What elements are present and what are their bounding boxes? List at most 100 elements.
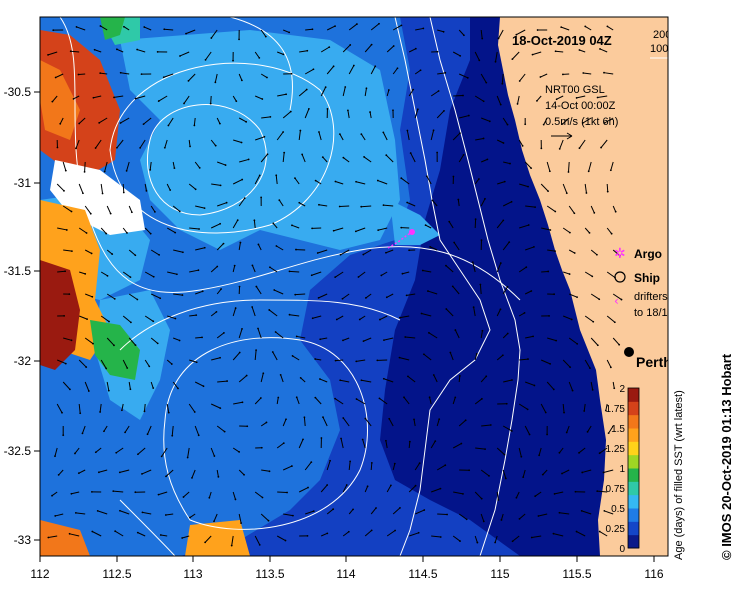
- current-vector-tip: [540, 147, 543, 150]
- current-vector-tip: [243, 197, 246, 200]
- colorbar-tick-label: 0.5: [611, 504, 625, 515]
- current-vector: [612, 337, 620, 346]
- current-vector: [217, 202, 227, 207]
- current-vector-tip: [471, 261, 474, 264]
- current-vector: [336, 315, 344, 320]
- current-vector: [275, 331, 284, 339]
- red-patch-w: [40, 260, 80, 370]
- current-vector-tip: [445, 264, 447, 267]
- current-vector-tip: [518, 518, 521, 520]
- current-vector: [191, 469, 196, 479]
- current-vector: [150, 293, 161, 299]
- current-vector-tip: [561, 73, 564, 76]
- current-vector: [379, 315, 388, 321]
- current-vector: [534, 491, 542, 497]
- drifter-track: [387, 231, 413, 249]
- current-vector: [100, 359, 107, 369]
- current-vector-tip: [283, 151, 286, 154]
- current-vector: [502, 286, 508, 295]
- current-vector: [179, 51, 190, 57]
- current-vector-tip: [355, 398, 358, 400]
- current-vector-tip: [116, 146, 118, 149]
- current-vector-tip: [258, 56, 261, 59]
- current-vector: [430, 440, 436, 449]
- current-vector-tip: [607, 432, 610, 434]
- current-vector: [165, 513, 174, 516]
- current-vector-tip: [105, 367, 108, 370]
- current-vector: [584, 271, 593, 277]
- current-vector-tip: [422, 27, 425, 30]
- current-vector: [600, 139, 608, 148]
- current-vector-tip: [119, 509, 121, 512]
- current-vector-tip: [302, 438, 304, 441]
- current-vector: [453, 242, 460, 251]
- current-vector: [144, 359, 150, 367]
- current-vector-tip: [51, 494, 53, 497]
- map-plot-area[interactable]: Perth 18-Oct-2019 04Z 200m 1000m NRT00 G…: [40, 17, 696, 556]
- current-vector-tip: [580, 509, 583, 512]
- current-vector: [294, 177, 300, 185]
- current-vector-tip: [240, 141, 243, 144]
- current-vector: [386, 45, 395, 53]
- current-vector-tip: [134, 97, 137, 100]
- current-vector-tip: [419, 69, 422, 72]
- current-vector: [519, 513, 526, 520]
- current-vector-tip: [488, 120, 491, 123]
- current-vector-tip: [552, 388, 555, 391]
- current-vector-tip: [268, 266, 271, 269]
- current-vector: [543, 117, 548, 125]
- current-vector-tip: [468, 469, 471, 472]
- current-vector: [216, 332, 225, 339]
- current-vector: [445, 265, 454, 273]
- current-vector-tip: [81, 432, 84, 435]
- current-vector: [121, 403, 124, 411]
- current-vector-tip: [167, 124, 170, 127]
- current-vector-tip: [68, 293, 71, 296]
- current-vector: [587, 425, 592, 433]
- current-vector-tip: [165, 475, 167, 478]
- current-vector: [386, 530, 396, 537]
- current-vector-tip: [392, 45, 395, 47]
- current-vector-tip: [451, 285, 454, 288]
- current-vector: [164, 139, 168, 148]
- current-vector: [408, 89, 414, 97]
- perth-marker[interactable]: [624, 347, 634, 357]
- current-vector-tip: [341, 297, 344, 300]
- current-vector: [106, 337, 115, 346]
- current-vector-tip: [318, 203, 320, 206]
- current-vector: [62, 381, 71, 390]
- current-vector: [93, 95, 102, 99]
- current-vector-tip: [539, 76, 542, 78]
- current-vector-tip: [575, 530, 578, 533]
- current-vector-tip: [515, 496, 518, 499]
- current-vector-tip: [96, 509, 99, 512]
- current-vector-tip: [439, 536, 442, 538]
- current-vector: [98, 117, 108, 124]
- current-vector: [516, 29, 526, 36]
- current-vector-tip: [339, 379, 342, 382]
- current-vector-tip: [189, 516, 191, 519]
- current-vector: [603, 469, 614, 473]
- current-vector: [75, 512, 86, 515]
- current-vector-tip: [295, 335, 298, 338]
- current-vector-tip: [310, 461, 313, 464]
- current-vector-tip: [119, 122, 122, 124]
- current-vector-tip: [385, 296, 388, 299]
- current-vector-tip: [219, 184, 222, 187]
- current-vector-tip: [85, 232, 88, 234]
- current-vector-tip: [515, 33, 518, 36]
- current-vector: [144, 26, 152, 31]
- current-vector-tip: [275, 245, 278, 247]
- current-vector-tip: [241, 401, 244, 404]
- current-vector: [599, 531, 608, 537]
- colorbar-segment: [628, 508, 639, 522]
- current-vector-tip: [159, 297, 162, 300]
- current-vector-tip: [167, 411, 170, 414]
- current-vector: [414, 509, 425, 515]
- current-vector-tip: [462, 154, 465, 156]
- current-vector-tip: [318, 131, 320, 133]
- current-vector: [496, 354, 504, 361]
- current-vector-tip: [342, 339, 344, 342]
- current-vector: [305, 510, 314, 515]
- current-vector: [531, 535, 542, 538]
